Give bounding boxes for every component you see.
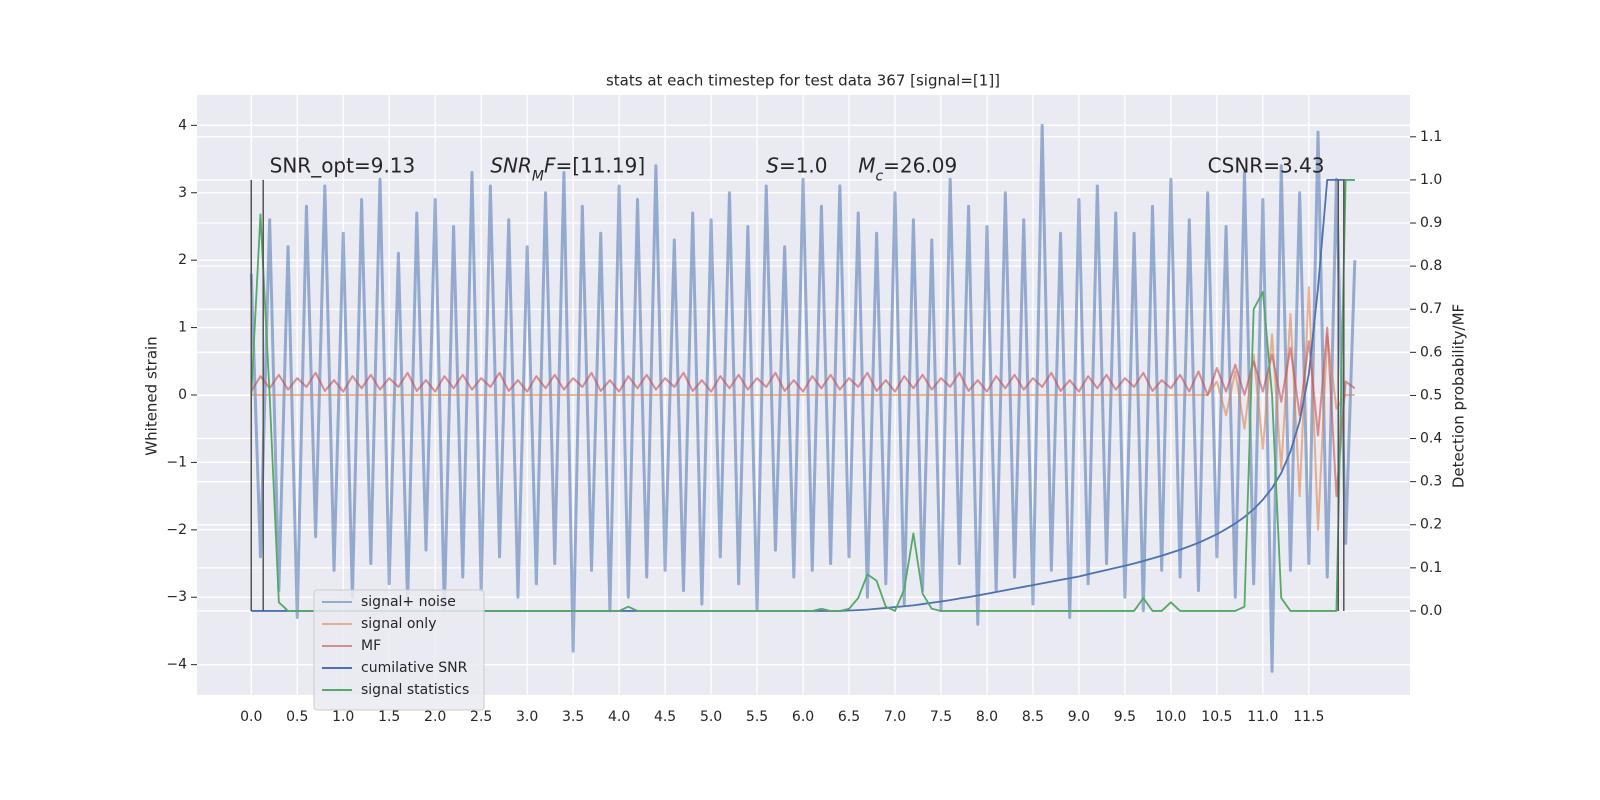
annotation-part: CSNR=3.43 bbox=[1208, 154, 1325, 178]
annotation-part: =[11.19] bbox=[556, 154, 646, 178]
x-tick-label: 9.0 bbox=[1068, 709, 1090, 725]
legend-label: MF bbox=[361, 638, 381, 654]
y2-tick-label: 0.1 bbox=[1420, 560, 1442, 576]
x-tick-label: 7.0 bbox=[884, 709, 906, 725]
annotation-part: c bbox=[875, 169, 883, 185]
x-tick-label: 10.5 bbox=[1201, 709, 1232, 725]
y2-tick-label: 1.1 bbox=[1420, 129, 1442, 145]
x-tick-label: 11.0 bbox=[1247, 709, 1278, 725]
annotation: SNR_opt=9.13 bbox=[270, 154, 416, 178]
legend-label: cumilative SNR bbox=[361, 660, 468, 676]
series-line bbox=[249, 123, 1357, 673]
y-tick-label: 2 bbox=[178, 252, 187, 268]
y-tick-label: 1 bbox=[178, 320, 187, 336]
chart-title: stats at each timestep for test data 367… bbox=[606, 72, 1000, 90]
x-tick-label: 7.5 bbox=[930, 709, 952, 725]
annotation: S=1.0 bbox=[766, 154, 827, 178]
x-tick-label: 11.5 bbox=[1293, 709, 1324, 725]
y-tick-label: −3 bbox=[166, 589, 187, 605]
series-line bbox=[250, 326, 1356, 498]
x-tick-label: 0.0 bbox=[240, 709, 262, 725]
annotation-part: M bbox=[858, 154, 875, 178]
annotation-part: S bbox=[766, 154, 779, 178]
x-tick-label: 8.0 bbox=[976, 709, 998, 725]
x-tick-label: 6.0 bbox=[792, 709, 814, 725]
x-tick-label: 4.5 bbox=[654, 709, 676, 725]
x-tick-label: 3.0 bbox=[516, 709, 538, 725]
annotation-part: =1.0 bbox=[779, 154, 828, 178]
annotation-part: F bbox=[544, 154, 556, 178]
x-tick-label: 2.5 bbox=[470, 709, 492, 725]
legend-label: signal only bbox=[361, 616, 436, 632]
x-tick-label: 5.5 bbox=[746, 709, 768, 725]
y2-tick-label: 0.4 bbox=[1420, 431, 1442, 447]
y2-tick-label: 0.6 bbox=[1420, 344, 1442, 360]
legend-label: signal statistics bbox=[361, 682, 469, 698]
y2-tick-label: 0.5 bbox=[1420, 387, 1442, 403]
x-tick-label: 5.0 bbox=[700, 709, 722, 725]
y2-tick-label: 0.0 bbox=[1420, 603, 1442, 619]
annotation-part: SNR bbox=[490, 154, 532, 178]
y-tick-label: 3 bbox=[178, 185, 187, 201]
x-tick-label: 1.5 bbox=[378, 709, 400, 725]
annotation-part: SNR_opt=9.13 bbox=[270, 154, 416, 178]
y2-tick-label: 1.0 bbox=[1420, 172, 1442, 188]
x-tick-label: 6.5 bbox=[838, 709, 860, 725]
y2-tick-label: 0.2 bbox=[1420, 517, 1442, 533]
annotation: Mc=26.09 bbox=[858, 154, 957, 185]
annotation-part: =26.09 bbox=[883, 154, 957, 178]
legend-box bbox=[313, 589, 485, 711]
y-tick-label: −2 bbox=[166, 522, 187, 538]
x-tick-label: 10.0 bbox=[1155, 709, 1186, 725]
annotation: SNRMF=[11.19] bbox=[490, 154, 645, 185]
y2-tick-label: 0.7 bbox=[1420, 301, 1442, 317]
annotation-part: M bbox=[532, 169, 544, 185]
y-tick-label: 0 bbox=[178, 387, 187, 403]
x-tick-label: 9.5 bbox=[1114, 709, 1136, 725]
y2-axis-label: Detection probability/MF bbox=[1450, 304, 1468, 488]
x-tick-label: 2.0 bbox=[424, 709, 446, 725]
y-tick-label: 4 bbox=[178, 117, 187, 133]
annotation: CSNR=3.43 bbox=[1208, 154, 1325, 178]
x-tick-label: 4.0 bbox=[608, 709, 630, 725]
x-tick-label: 3.5 bbox=[562, 709, 584, 725]
y2-tick-label: 0.8 bbox=[1420, 258, 1442, 274]
y2-tick-label: 0.3 bbox=[1420, 474, 1442, 490]
y-tick-label: −1 bbox=[166, 454, 187, 470]
legend-label: signal+ noise bbox=[361, 594, 456, 610]
y-tick-label: −4 bbox=[166, 657, 187, 673]
x-tick-label: 8.5 bbox=[1022, 709, 1044, 725]
x-tick-label: 1.0 bbox=[332, 709, 354, 725]
y2-tick-label: 0.9 bbox=[1420, 215, 1442, 231]
y-axis-label: Whitened strain bbox=[143, 336, 161, 455]
x-tick-label: 0.5 bbox=[286, 709, 308, 725]
series-line bbox=[251, 286, 1355, 531]
